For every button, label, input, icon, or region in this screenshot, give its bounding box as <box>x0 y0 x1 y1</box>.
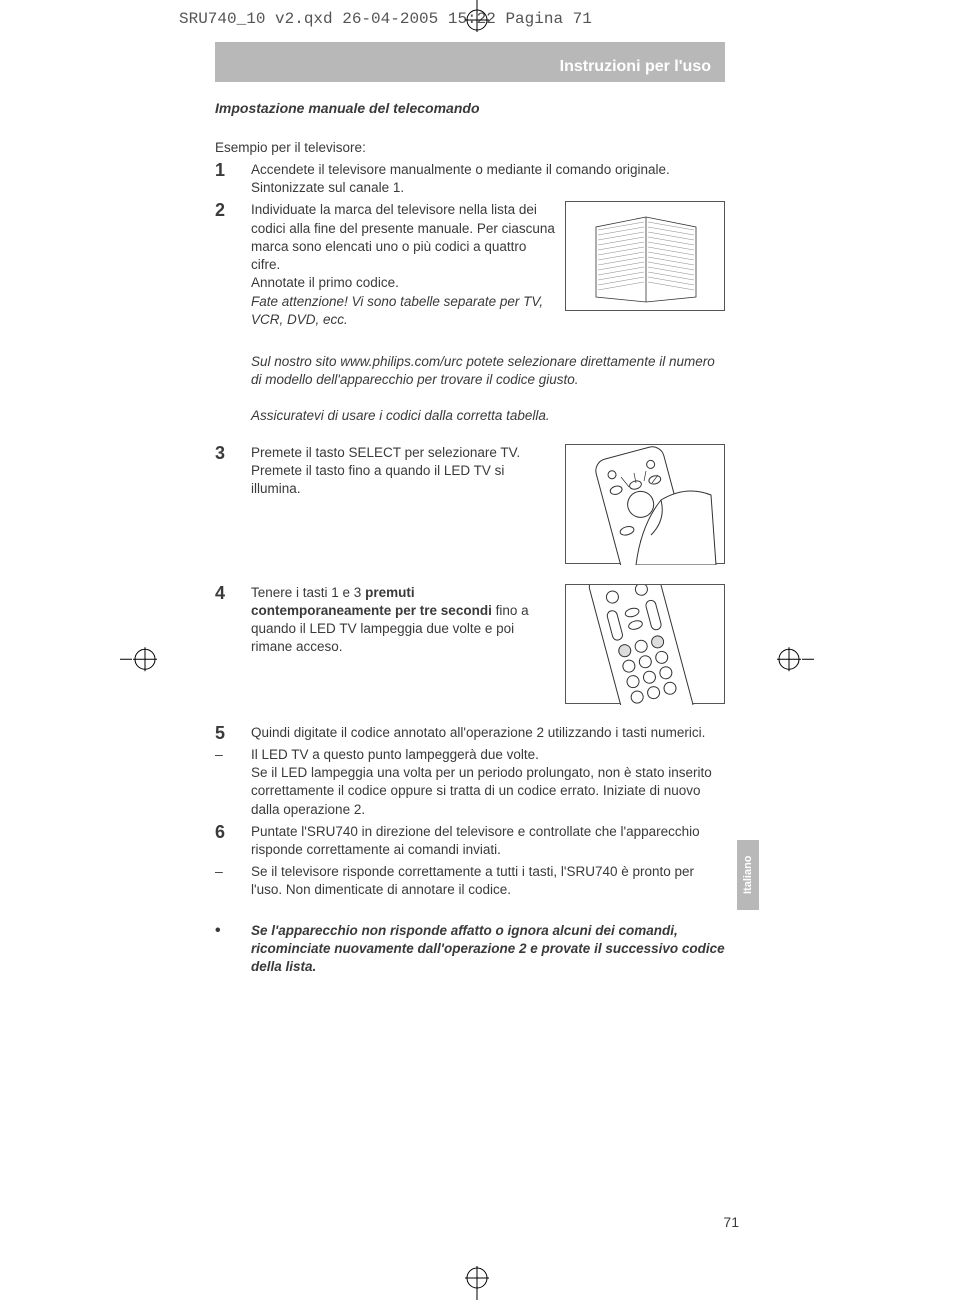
step-1: 1 Accendete il televisore manualmente o … <box>215 161 725 197</box>
final-note: • Se l'apparecchio non risponde affatto … <box>215 922 725 977</box>
document-slug: SRU740_10 v2.qxd 26-04-2005 15:22 Pagina… <box>179 10 592 28</box>
illustration-remote-select <box>565 444 725 564</box>
step-number: 4 <box>215 584 251 602</box>
step-text: Premete il tasto SELECT per selezionare … <box>251 444 555 499</box>
title-bar: Instruzioni per l'uso <box>215 42 725 82</box>
step-6: 6 Puntate l'SRU740 in direzione del tele… <box>215 823 725 859</box>
registration-mark-left <box>120 644 160 679</box>
registration-mark-top <box>457 0 497 39</box>
step-2: 2 Individuate la marca del televisore ne… <box>215 201 555 329</box>
dash-bullet: – <box>215 746 251 763</box>
final-note-text: Se l'apparecchio non risponde affatto o … <box>251 922 725 977</box>
table-note: Assicuratevi di usare i codici dalla cor… <box>251 407 725 425</box>
step-text: Individuate la marca del televisore nell… <box>251 201 555 329</box>
illustration-booklet <box>565 201 725 311</box>
language-tab: Italiano <box>737 840 759 910</box>
step-text: Quindi digitate il codice annotato all'o… <box>251 724 725 742</box>
step-number: 5 <box>215 724 251 742</box>
step-text: Tenere i tasti 1 e 3 premuti contemporan… <box>251 584 555 657</box>
step-text: Accendete il televisore manualmente o me… <box>251 161 725 197</box>
step-number: 2 <box>215 201 251 219</box>
step-text: Puntate l'SRU740 in direzione del televi… <box>251 823 725 859</box>
title-bar-text: Instruzioni per l'uso <box>560 58 711 76</box>
step-number: 3 <box>215 444 251 462</box>
registration-mark-right <box>774 644 814 679</box>
step-text: Il LED TV a questo punto lampeggerà due … <box>251 746 725 819</box>
illustration-remote-keys <box>565 584 725 704</box>
step-4-group: 4 Tenere i tasti 1 e 3 premuti contempor… <box>215 584 725 704</box>
registration-mark-bottom <box>457 1266 497 1305</box>
page-content: Instruzioni per l'uso Impostazione manua… <box>215 42 725 976</box>
step-text: Se il televisore risponde correttamente … <box>251 863 725 899</box>
dash-bullet: – <box>215 863 251 880</box>
bullet: • <box>215 922 251 977</box>
step-number: 1 <box>215 161 251 179</box>
step-6-dash: – Se il televisore risponde correttament… <box>215 863 725 899</box>
intro-text: Esempio per il televisore: <box>215 140 725 155</box>
website-note: Sul nostro sito www.philips.com/urc pote… <box>251 353 725 389</box>
step-4: 4 Tenere i tasti 1 e 3 premuti contempor… <box>215 584 555 657</box>
step-5-dash: – Il LED TV a questo punto lampeggerà du… <box>215 746 725 819</box>
step-5: 5 Quindi digitate il codice annotato all… <box>215 724 725 742</box>
section-title: Impostazione manuale del telecomando <box>215 100 725 116</box>
step-3: 3 Premete il tasto SELECT per selezionar… <box>215 444 555 499</box>
page-number: 71 <box>723 1214 739 1230</box>
step-number: 6 <box>215 823 251 841</box>
step-3-group: 3 Premete il tasto SELECT per selezionar… <box>215 444 725 564</box>
step-2-group: 2 Individuate la marca del televisore ne… <box>215 201 725 333</box>
